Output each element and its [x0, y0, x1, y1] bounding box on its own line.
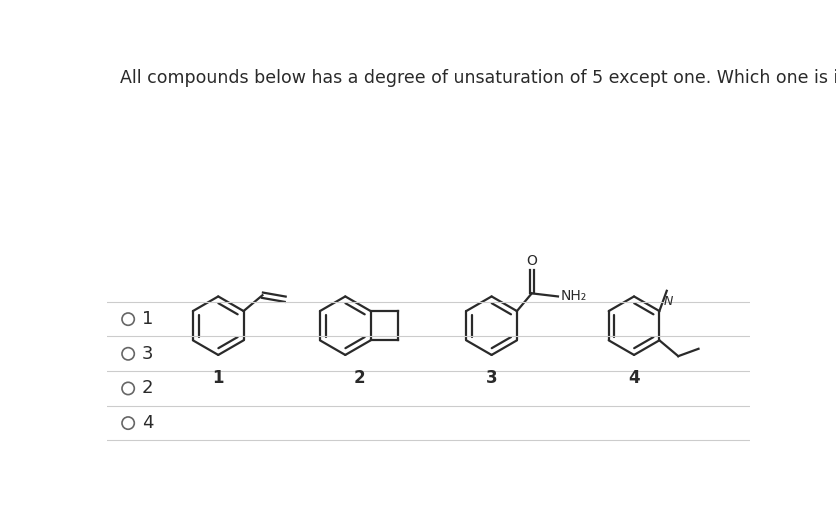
- Text: 1: 1: [212, 369, 224, 387]
- Text: 2: 2: [142, 379, 154, 398]
- Text: 1: 1: [142, 310, 153, 328]
- Text: 3: 3: [486, 369, 497, 387]
- Text: O: O: [527, 254, 538, 268]
- Text: 4: 4: [628, 369, 640, 387]
- Text: NH₂: NH₂: [561, 289, 587, 304]
- Text: 4: 4: [142, 414, 154, 432]
- Text: 3: 3: [142, 345, 154, 363]
- Text: 2: 2: [354, 369, 365, 387]
- Text: All compounds below has a degree of unsaturation of 5 except one. Which one is i: All compounds below has a degree of unsa…: [120, 69, 836, 87]
- Text: N: N: [663, 295, 673, 308]
